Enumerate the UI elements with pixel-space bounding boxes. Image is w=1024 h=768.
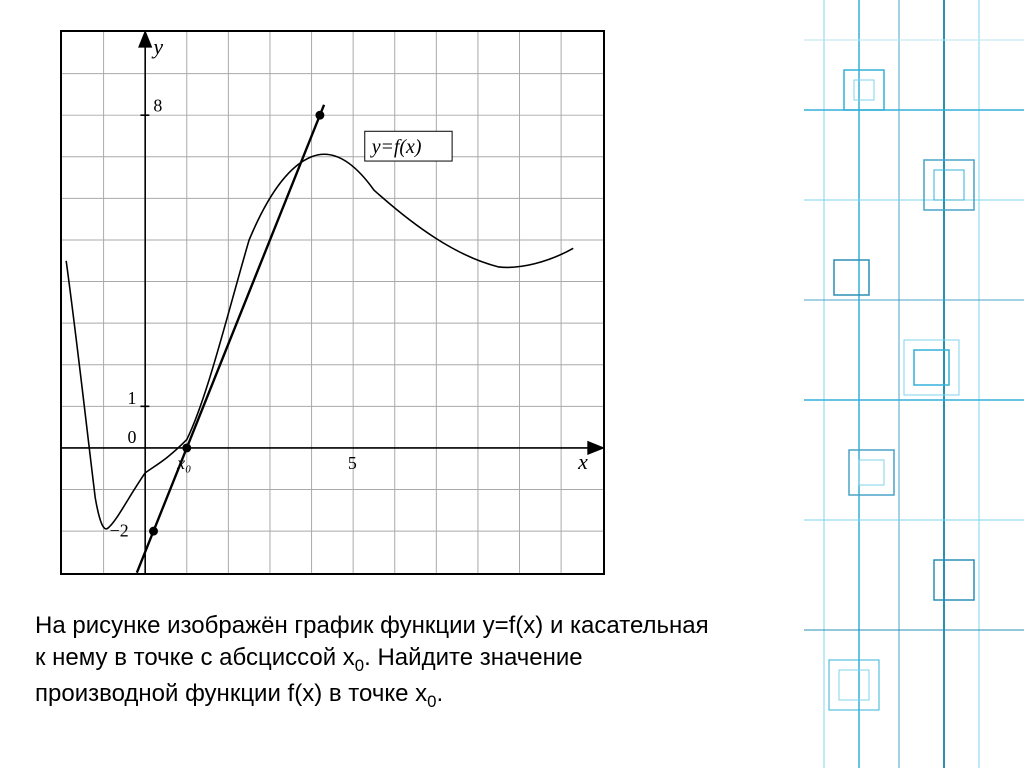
- tangent-line: [137, 105, 324, 573]
- chart-frame: y x 8 1 0 −2 x₀ 5 y=f(x): [60, 30, 605, 575]
- problem-text: На рисунке изображён график функции y=f(…: [35, 610, 985, 713]
- tick-8: 8: [153, 95, 162, 115]
- x-label: x: [577, 450, 588, 474]
- svg-text:y=f(x): y=f(x): [370, 136, 422, 158]
- tick-0: 0: [128, 427, 137, 447]
- text-line2-sub: 0: [355, 656, 364, 675]
- chart-svg: y x 8 1 0 −2 x₀ 5 y=f(x): [62, 32, 603, 573]
- function-curve: [66, 154, 573, 529]
- curve-label: y=f(x): [365, 131, 452, 161]
- grid: [62, 32, 603, 573]
- text-line3b: .: [436, 680, 443, 707]
- tick-1: 1: [128, 388, 137, 408]
- text-line2b: . Найдите значение: [364, 644, 583, 671]
- text-line3a: производной функции f(x) в точке x: [35, 680, 427, 707]
- text-line1: На рисунке изображён график функции y=f(…: [35, 612, 709, 639]
- text-line2a: к нему в точке с абсциссой x: [35, 644, 355, 671]
- tick-5: 5: [348, 453, 357, 473]
- y-label: y: [151, 35, 163, 59]
- axes: [62, 32, 603, 573]
